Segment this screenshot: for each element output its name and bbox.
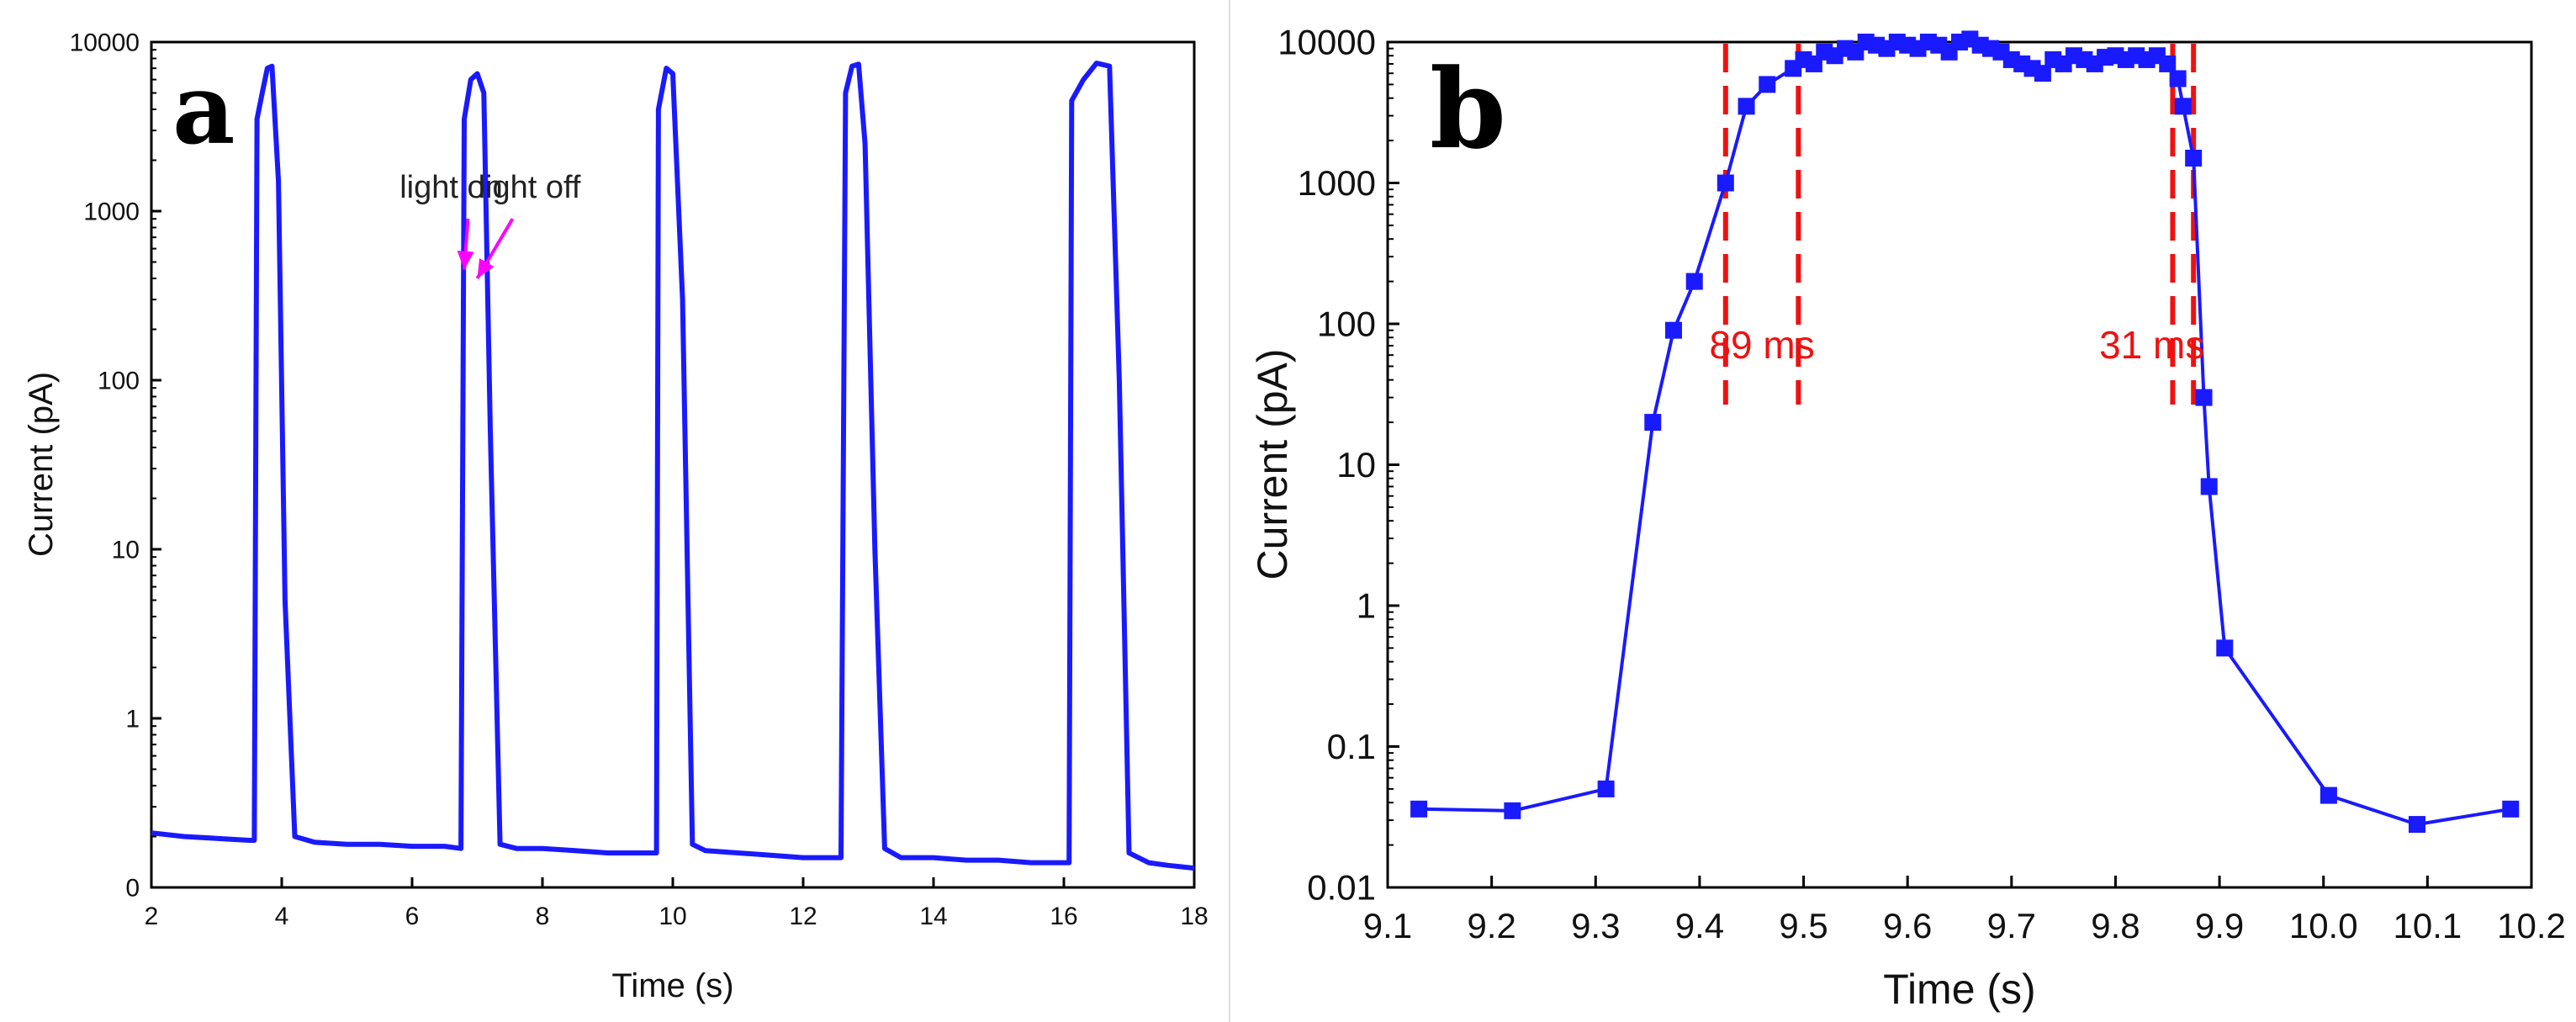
panel-b-x-tick-label: 9.6: [1883, 906, 1932, 945]
panel-b-data-point: [2200, 478, 2218, 495]
panel-a-annotation-label: light off: [479, 170, 581, 205]
panel-b-markers: [1410, 30, 2520, 834]
panel-b-y-tick-label: 0.1: [1327, 727, 1376, 766]
panel-a-y-tick-label: 100: [98, 368, 140, 395]
panel-b: 9.1 9.2 9.3 9.4 9.5 9.6 9.7 9.8 9.9 10.0 10.1 10.20…: [1249, 23, 2566, 1013]
panel-a-x-tick-label: 2: [145, 903, 159, 930]
panel-a-x-tick-label: 6: [405, 903, 420, 930]
panel-b-y-axis-title: Current (pA): [1249, 348, 1296, 580]
panel-b-x-tick-label: 9.9: [2195, 906, 2244, 945]
panel-a-y-tick-label: 10: [112, 537, 140, 564]
panel-a-x-tick-label: 16: [1050, 903, 1077, 930]
panel-b-data-point: [1759, 76, 1776, 93]
panel-b-letter: b: [1430, 45, 1506, 173]
panel-b-data-point: [1644, 414, 1662, 432]
panel-b-y-tick-label: 1: [1357, 586, 1376, 626]
panel-b-x-tick-label: 9.4: [1675, 906, 1724, 945]
panel-a-x-tick-label: 18: [1180, 903, 1208, 930]
panel-b-x-tick-label: 9.3: [1571, 906, 1620, 945]
panel-a-plot-frame: [150, 40, 1196, 889]
panel-a-y-tick-label: 10000: [70, 29, 140, 57]
panel-b-annotation-label: 31 ms: [2099, 323, 2204, 367]
panel-b-data-point: [2159, 55, 2177, 72]
panel-a-x-tick-label: 4: [275, 903, 289, 930]
panel-b-data-point: [1597, 780, 1615, 797]
panel-b-y-tick-label: 0.01: [1307, 868, 1376, 908]
panel-b-x-axis-title: Time (s): [1883, 966, 2035, 1013]
panel-b-guide-lines: [1722, 44, 2197, 405]
panel-a-x-tick-label: 14: [919, 903, 947, 930]
panel-a-ticks: [150, 40, 1196, 889]
panel-b-tick-labels: 9.1 9.2 9.3 9.4 9.5 9.6 9.7 9.8 9.9 10.0 10.1 10.20…: [1277, 23, 2566, 945]
panel-b-x-tick-label: 10.1: [2393, 906, 2462, 945]
panel-b-data-point: [1410, 800, 1428, 818]
panel-a-tick-labels: 2 4 6 8 10 12 14 16 18 0 1 10 100 1000 10000: [70, 29, 1209, 931]
panel-b-y-tick-label: 1000: [1298, 163, 1376, 203]
panel-b-data-point: [2169, 70, 2187, 87]
panel-b-data-point: [2319, 786, 2337, 804]
panel-a-letter: a: [172, 53, 235, 167]
panel-b-x-tick-label: 10.2: [2497, 906, 2566, 945]
panel-a-x-axis-title: Time (s): [611, 967, 733, 1004]
panel-a-y-tick-label: 0: [125, 875, 140, 903]
panel-b-x-tick-label: 9.5: [1779, 906, 1828, 945]
panel-b-data-point: [1665, 321, 1682, 339]
panel-b-x-tick-label: 9.2: [1467, 906, 1515, 945]
panel-a-arrowhead: [457, 251, 474, 270]
panel-b-x-tick-label: 10.0: [2289, 906, 2358, 945]
panel-b-ticks: [1386, 40, 2533, 889]
panel-a-y-tick-label: 1000: [83, 199, 140, 226]
panel-b-x-tick-label: 9.8: [2091, 906, 2140, 945]
panel-b-data-point: [1716, 174, 1734, 192]
panel-a-x-tick-label: 10: [659, 903, 686, 930]
panel-b-data-point: [2502, 800, 2520, 818]
panel-a-annotation-label: light on: [399, 170, 503, 205]
panel-b-data-point: [2195, 389, 2213, 406]
panel-b-series-line: [1419, 37, 2511, 827]
panel-b-y-tick-label: 100: [1317, 304, 1376, 344]
panel-b-data-point: [2034, 65, 2051, 82]
panel-b-data-point: [1504, 802, 1521, 819]
panel-a-y-tick-label: 1: [125, 706, 140, 733]
panel-b-data-point: [2185, 150, 2203, 167]
panel-b-y-tick-label: 10: [1336, 445, 1376, 485]
panel-b-plot-frame: [1386, 40, 2533, 889]
panel-b-data-point: [2174, 98, 2192, 115]
panel-b-annotations: 89 ms 31 ms: [1709, 323, 2204, 367]
panel-a-x-tick-label: 12: [789, 903, 817, 930]
panel-b-x-tick-label: 9.1: [1363, 906, 1412, 945]
panel-b-x-tick-label: 9.7: [1987, 906, 2036, 945]
panel-a: 2 4 6 8 10 12 14 16 18 0 1 10 100 1000 10000 light onl…: [23, 29, 1209, 1005]
panel-b-data-point: [1738, 98, 1755, 115]
panel-a-x-tick-label: 8: [536, 903, 550, 930]
panel-b-annotation-label: 89 ms: [1709, 323, 1814, 367]
panel-b-data-point: [2409, 816, 2425, 834]
panel-b-y-tick-label: 10000: [1277, 23, 1376, 62]
panel-b-data-point: [2216, 639, 2234, 657]
panel-b-data-point: [1685, 273, 1703, 290]
panel-a-series-line: [151, 61, 1195, 871]
panel-a-arrowhead: [477, 257, 495, 278]
panel-a-y-axis-title: Current (pA): [23, 372, 60, 557]
